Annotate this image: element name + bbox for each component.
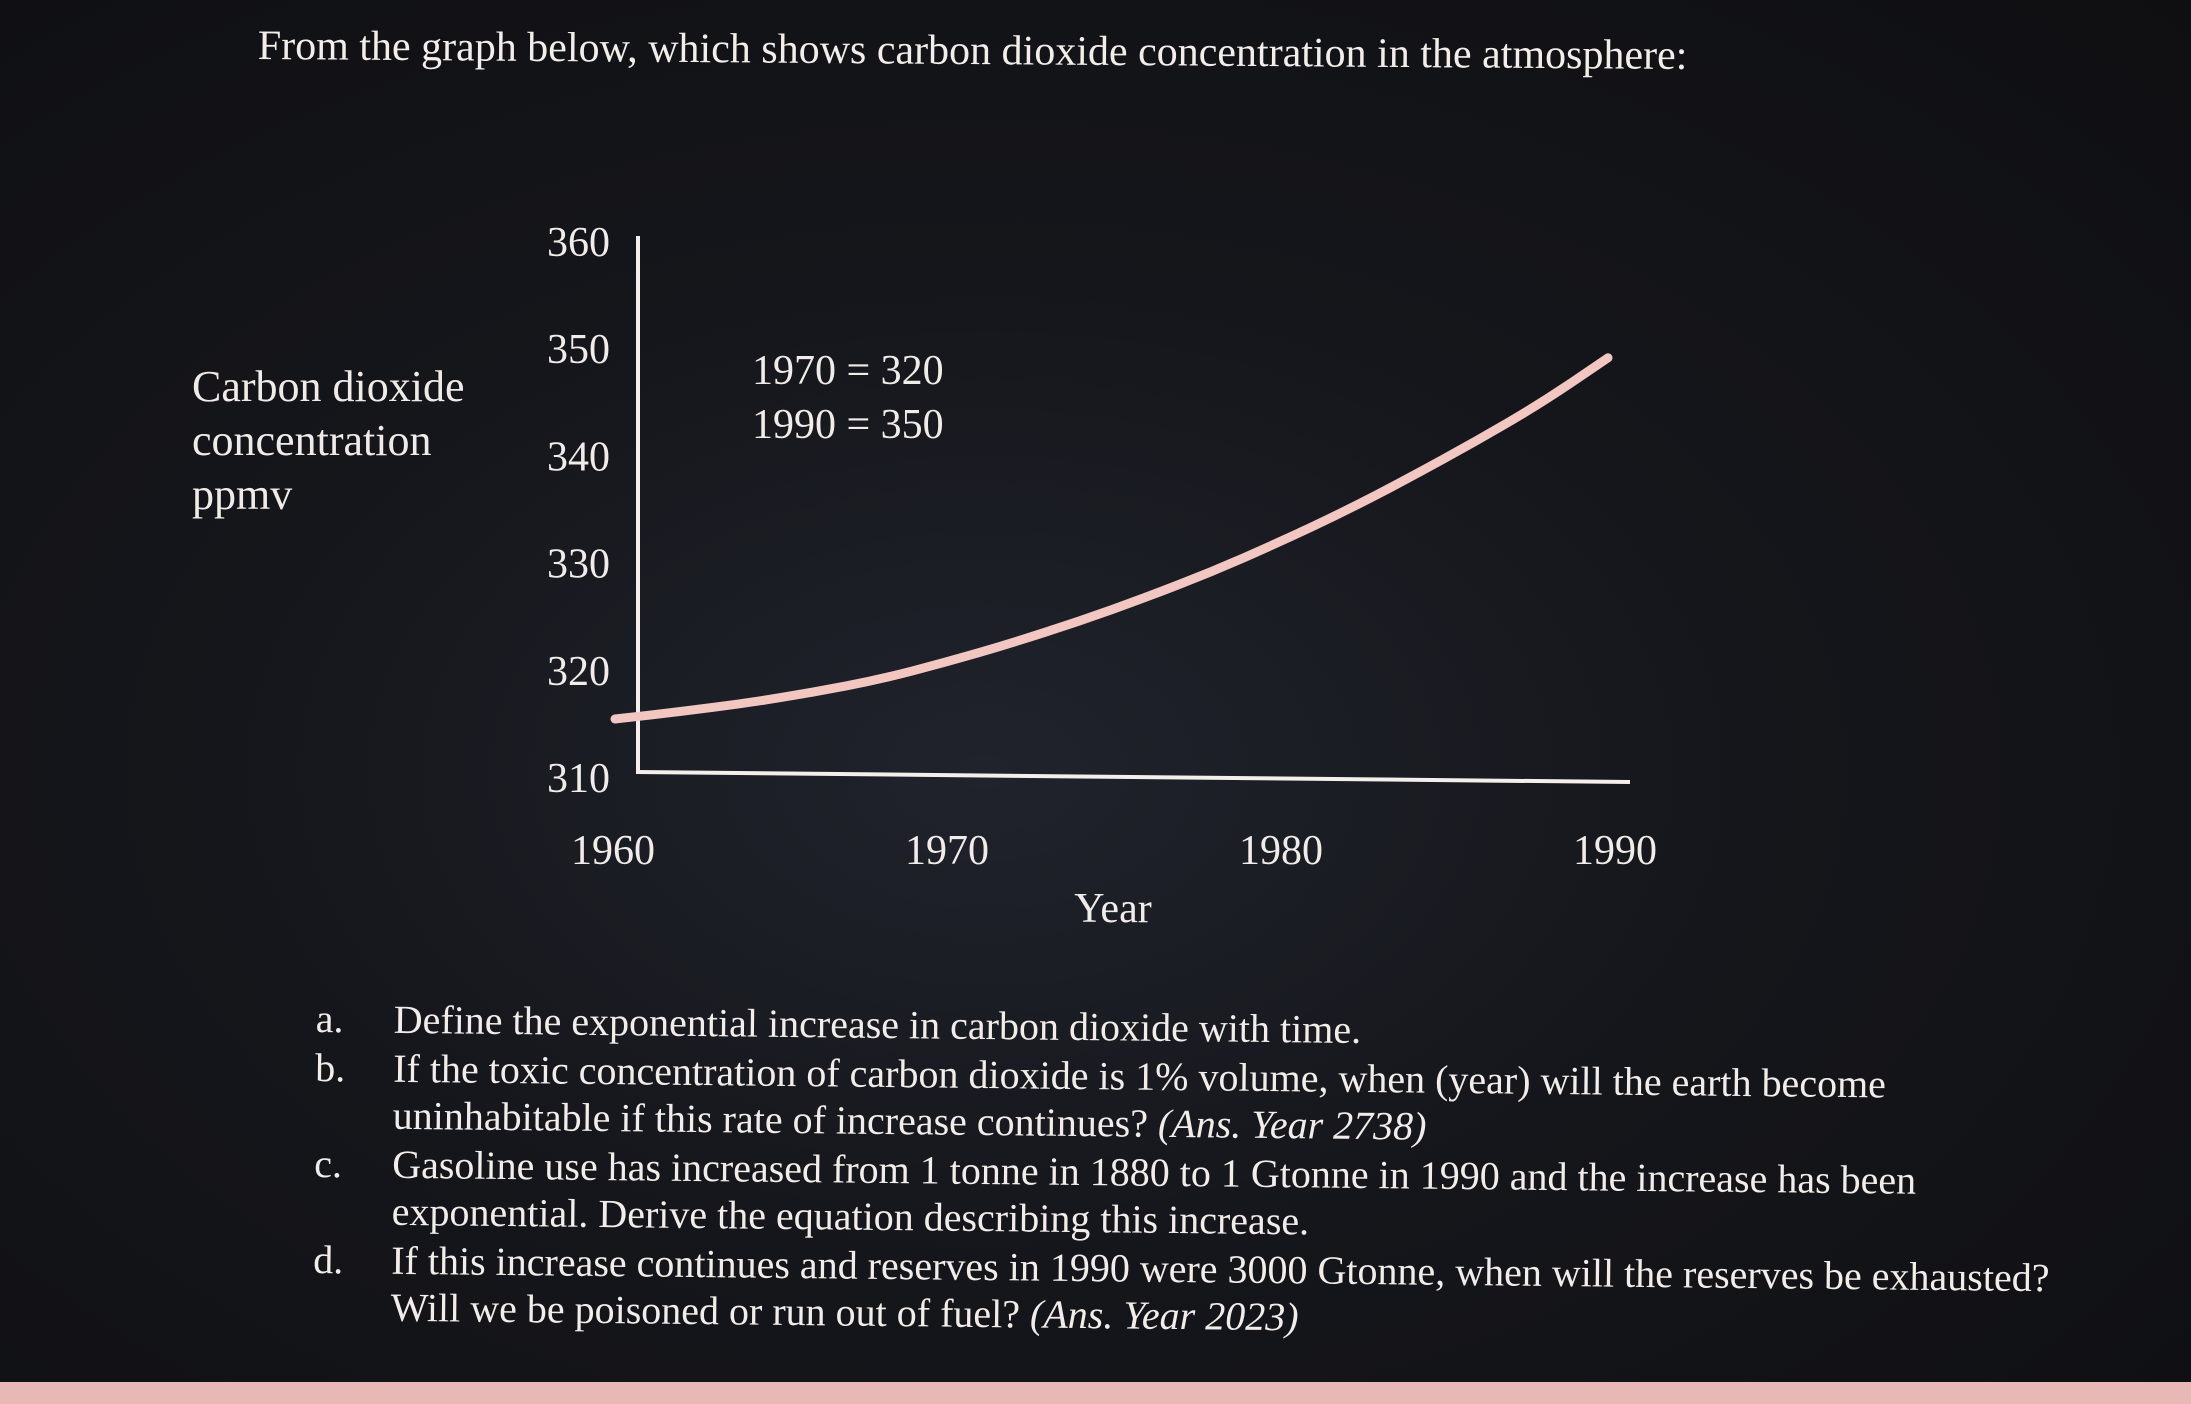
x-tick-label: 1970 [905, 828, 989, 874]
question-d: d. If this increase continues and reserv… [312, 1236, 2073, 1348]
y-tick-label: 320 [547, 649, 610, 695]
y-tick-label: 350 [547, 327, 610, 373]
x-tick-label: 1980 [1239, 828, 1323, 874]
question-body: Define the exponential increase in carbo… [393, 996, 1362, 1052]
x-tick-label: 1990 [1573, 828, 1657, 874]
y-axis-label-line: ppmv [192, 470, 293, 519]
question-letter: d. [312, 1236, 344, 1283]
x-tick-label: 1960 [571, 828, 655, 874]
y-tick-label: 340 [547, 434, 610, 480]
question-answer: (Ans. Year 2023) [1029, 1291, 1299, 1340]
question-list: a. Define the exponential increase in ca… [312, 995, 2075, 1350]
x-axis-title: Year [1074, 886, 1151, 932]
question-b: b. If the toxic concentration of carbon … [315, 1044, 2076, 1156]
y-axis-label-line: Carbon dioxide [192, 362, 465, 411]
y-tick-label: 360 [547, 220, 610, 266]
y-tick-label: 310 [547, 756, 610, 802]
question-answer: (Ans. Year 2738) [1157, 1100, 1427, 1149]
question-letter: c. [313, 1140, 343, 1187]
question-letter: b. [315, 1044, 346, 1091]
y-axis-label-line: concentration [192, 416, 432, 465]
co2-series-line [610, 353, 1613, 724]
y-tick-label: 330 [547, 542, 610, 588]
data-annotation: 1990 = 350 [752, 402, 944, 448]
question-text: If this increase continues and reserves … [390, 1237, 2073, 1349]
question-text: If the toxic concentration of carbon dio… [392, 1045, 2075, 1157]
bottom-border [0, 1382, 2191, 1404]
question-letter: a. [315, 995, 344, 1042]
x-axis-line [635, 770, 1631, 784]
y-axis-label: Carbon dioxide concentration ppmv [192, 360, 465, 522]
question-body: If the toxic concentration of carbon dio… [392, 1045, 1887, 1146]
question-text: Gasoline use has increased from 1 tonne … [391, 1141, 2074, 1253]
question-body: Gasoline use has increased from 1 tonne … [391, 1141, 1917, 1244]
data-annotation: 1970 = 320 [752, 348, 944, 394]
question-c: c. Gasoline use has increased from 1 ton… [313, 1140, 2074, 1252]
